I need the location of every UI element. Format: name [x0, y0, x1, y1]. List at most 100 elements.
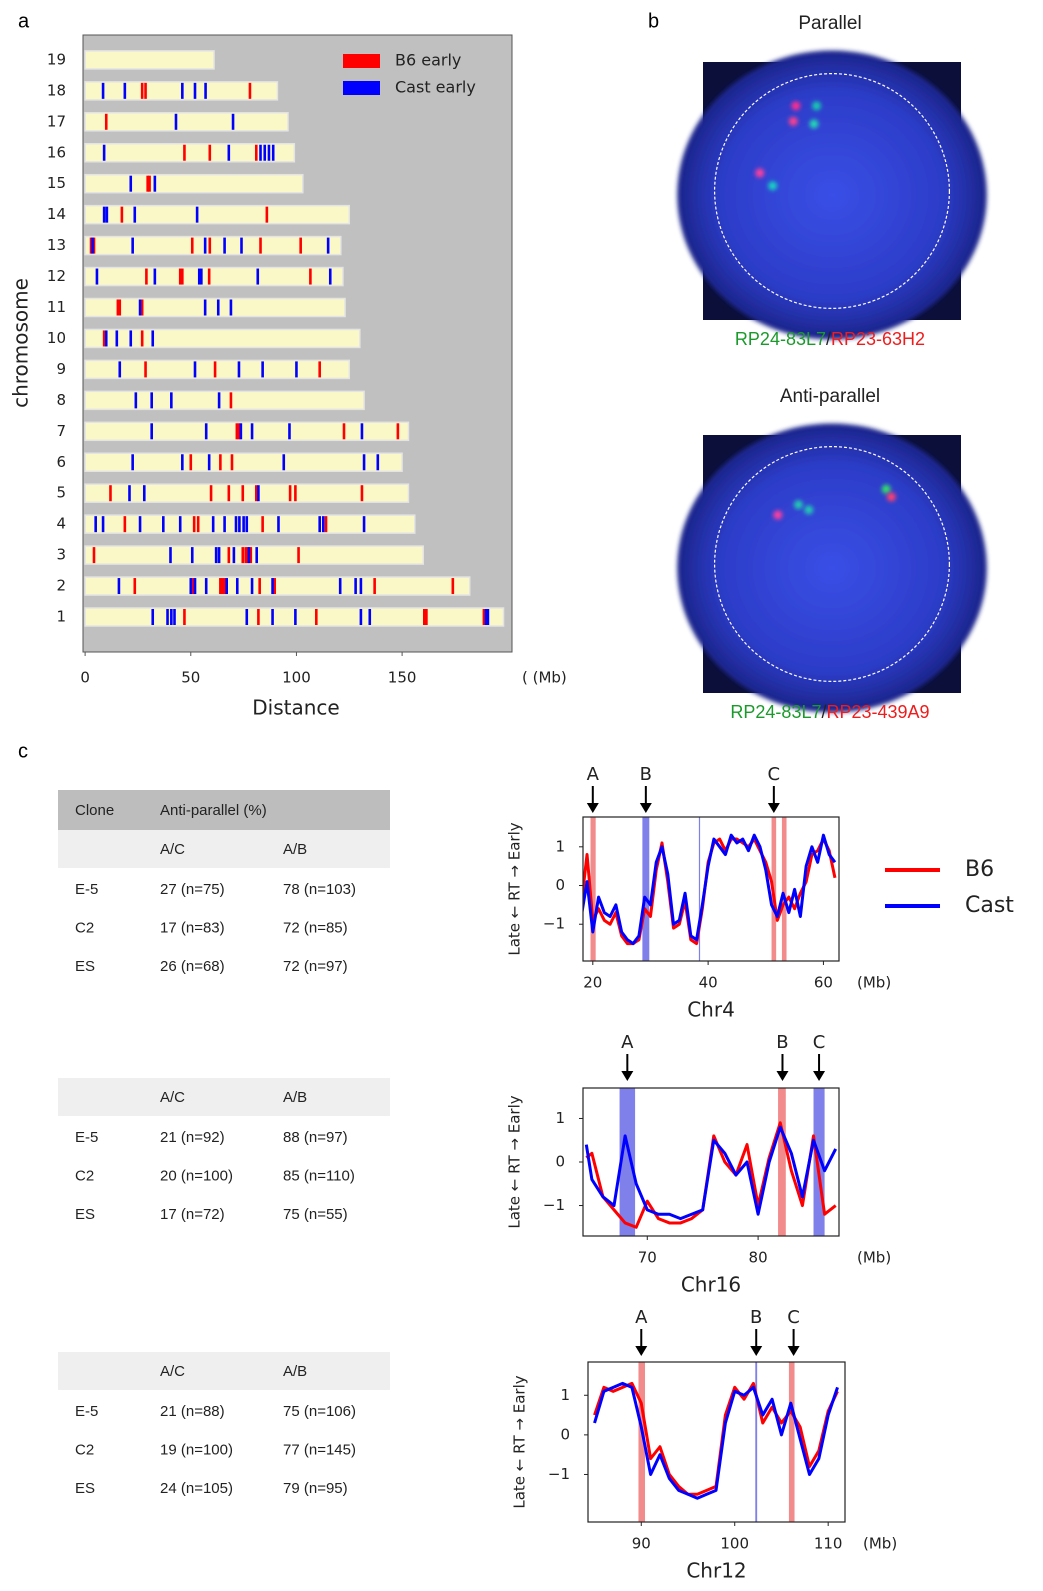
- chromosome-bar: [84, 50, 215, 70]
- early-site: [196, 516, 200, 533]
- chromosome-bar: [84, 390, 365, 411]
- image-title: Anti-parallel: [780, 386, 880, 407]
- early-site: [101, 82, 105, 99]
- early-site: [482, 609, 486, 625]
- early-site: [173, 609, 176, 625]
- early-site: [207, 454, 211, 471]
- arrow-head: [787, 1346, 800, 1356]
- early-site: [484, 609, 488, 625]
- table-cell: 24 (n=105): [160, 1480, 233, 1497]
- early-site: [92, 237, 96, 254]
- early-site: [208, 144, 212, 161]
- table-cell: 72 (n=97): [283, 958, 348, 975]
- chromosome-bar: [84, 235, 342, 256]
- fish-spot: [881, 484, 891, 494]
- x-tick-label: 90: [632, 1535, 651, 1553]
- chromosome-bar: [84, 112, 289, 132]
- early-site: [362, 454, 366, 471]
- arrow-head: [639, 803, 652, 813]
- early-site: [288, 485, 292, 502]
- early-site: [92, 547, 96, 564]
- table-cell: 75 (n=55): [283, 1206, 348, 1223]
- chromosome-bar: [84, 204, 351, 225]
- panel-label: c: [18, 740, 28, 762]
- early-site: [328, 268, 332, 285]
- panel-label: b: [648, 10, 659, 32]
- table-subheader-bg: [58, 1078, 390, 1116]
- fish-spot: [793, 500, 803, 510]
- early-site: [231, 113, 235, 130]
- probe-name: RP23-439A9: [827, 702, 930, 722]
- fish-spot: [812, 101, 822, 111]
- legend-swatch: [343, 81, 380, 95]
- early-site: [211, 516, 215, 533]
- probe-name: /: [826, 329, 831, 349]
- x-tick-label: 60: [814, 974, 833, 992]
- legend-label: Cast early: [395, 78, 476, 97]
- early-site: [216, 299, 220, 316]
- table-cell: 79 (n=95): [283, 1480, 348, 1497]
- y-axis-label: chromosome: [9, 278, 33, 408]
- y-tick-label: 10: [47, 329, 66, 347]
- table-subheader: A/C: [160, 1089, 185, 1106]
- chromosome-bar: [84, 452, 403, 472]
- early-site: [256, 268, 260, 285]
- y-tick-label: 9: [56, 360, 66, 378]
- early-site: [116, 299, 120, 316]
- table-subheader-bg: [58, 830, 390, 868]
- table-cell: C2: [75, 1167, 94, 1184]
- early-site: [376, 454, 380, 471]
- early-site: [373, 578, 376, 595]
- fish-spot: [804, 505, 814, 515]
- y-tick-label: 17: [47, 112, 66, 130]
- early-site: [133, 206, 137, 223]
- highlight-band: [698, 817, 701, 961]
- y-tick-label: 11: [47, 298, 66, 316]
- rt-line: [593, 1381, 839, 1500]
- early-site: [170, 609, 173, 625]
- table-cell: 19 (n=100): [160, 1441, 233, 1458]
- x-tick-label: 0: [80, 669, 90, 687]
- early-site: [208, 237, 212, 254]
- nucleus: [677, 50, 987, 340]
- table-cell: 75 (n=106): [283, 1403, 356, 1420]
- table-subheader: A/C: [160, 1363, 185, 1380]
- early-site: [192, 516, 196, 533]
- early-site: [133, 578, 137, 595]
- probe-name: RP24-83L7: [735, 329, 826, 349]
- y-tick-label: 4: [56, 515, 66, 533]
- early-site: [204, 423, 208, 440]
- probe-label: RP24-83L7/RP23-63H2: [735, 329, 925, 349]
- early-site: [151, 330, 155, 347]
- y-tick-label: 0: [560, 1425, 570, 1443]
- early-site: [321, 516, 325, 533]
- early-site: [102, 330, 106, 347]
- table-cell: ES: [75, 1480, 95, 1497]
- early-site: [131, 454, 134, 471]
- early-site: [170, 392, 173, 409]
- image-title: Parallel: [798, 13, 861, 34]
- early-site: [360, 423, 364, 440]
- early-site: [145, 268, 148, 285]
- y-tick-label: 12: [47, 267, 66, 285]
- early-site: [217, 392, 221, 409]
- early-site: [129, 330, 133, 347]
- highlight-band: [619, 1088, 636, 1236]
- early-site: [189, 454, 193, 471]
- early-site: [144, 361, 147, 378]
- chromosome-bar: [84, 483, 410, 503]
- fish-spot: [788, 116, 798, 126]
- early-site: [250, 578, 254, 595]
- early-site: [250, 423, 254, 440]
- table-cell: 20 (n=100): [160, 1167, 233, 1184]
- nucleus-outline: [714, 73, 950, 309]
- early-site: [89, 237, 93, 254]
- early-site: [123, 82, 127, 99]
- early-site: [309, 268, 312, 285]
- early-site: [257, 485, 260, 502]
- early-site: [259, 144, 262, 161]
- early-site: [209, 485, 213, 502]
- highlight-band: [642, 817, 650, 961]
- table-subheader: A/B: [283, 1089, 307, 1106]
- early-site: [189, 578, 193, 595]
